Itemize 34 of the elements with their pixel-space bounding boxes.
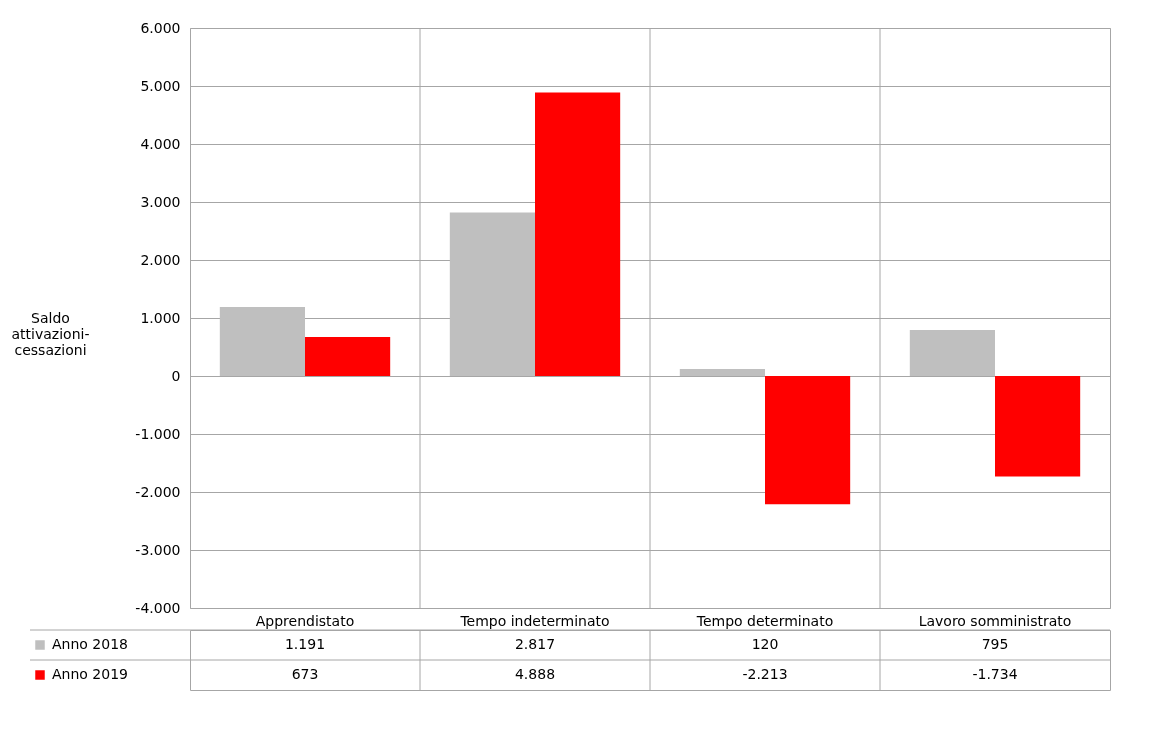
bar <box>219 306 305 376</box>
y-tick-label: 0 <box>171 367 181 384</box>
y-tick-label: -3.000 <box>135 541 181 558</box>
data-label: 120 <box>751 636 779 652</box>
x-tick-label: Tempo determinato <box>695 612 834 629</box>
x-tick-label: Apprendistato <box>255 612 355 629</box>
bar <box>765 376 851 505</box>
data-label: -2.213 <box>742 666 788 682</box>
data-label: 673 <box>291 666 319 682</box>
data-label: -1.734 <box>972 666 1018 682</box>
bar <box>449 212 535 376</box>
x-tick-label: Lavoro somministrato <box>918 612 1072 629</box>
y-tick-label: -2.000 <box>135 483 181 500</box>
data-label: 4.888 <box>514 666 556 682</box>
y-tick-label: 4.000 <box>140 135 181 152</box>
x-tick-label: Tempo indeterminato <box>459 612 610 629</box>
y-axis-title: Saldo attivazioni-cessazioni <box>11 309 90 358</box>
y-tick-label: 1.000 <box>140 309 181 326</box>
data-label: 2.817 <box>514 636 556 652</box>
y-tick-label: -4.000 <box>135 599 181 616</box>
y-tick-label: 6.000 <box>140 19 181 36</box>
bar <box>679 369 765 376</box>
y-tick-label: -1.000 <box>135 425 181 442</box>
data-label: 1.191 <box>284 636 326 652</box>
y-tick-label: 2.000 <box>140 251 181 268</box>
bar <box>909 329 995 376</box>
legend-label: Anno 2019 <box>52 666 128 682</box>
y-tick-label: 5.000 <box>140 77 181 94</box>
bar <box>995 376 1081 477</box>
bar <box>535 92 621 376</box>
y-tick-label: 3.000 <box>140 193 181 210</box>
legend-label: Anno 2018 <box>52 636 128 652</box>
bar <box>305 336 391 376</box>
data-label: 795 <box>981 636 1009 652</box>
